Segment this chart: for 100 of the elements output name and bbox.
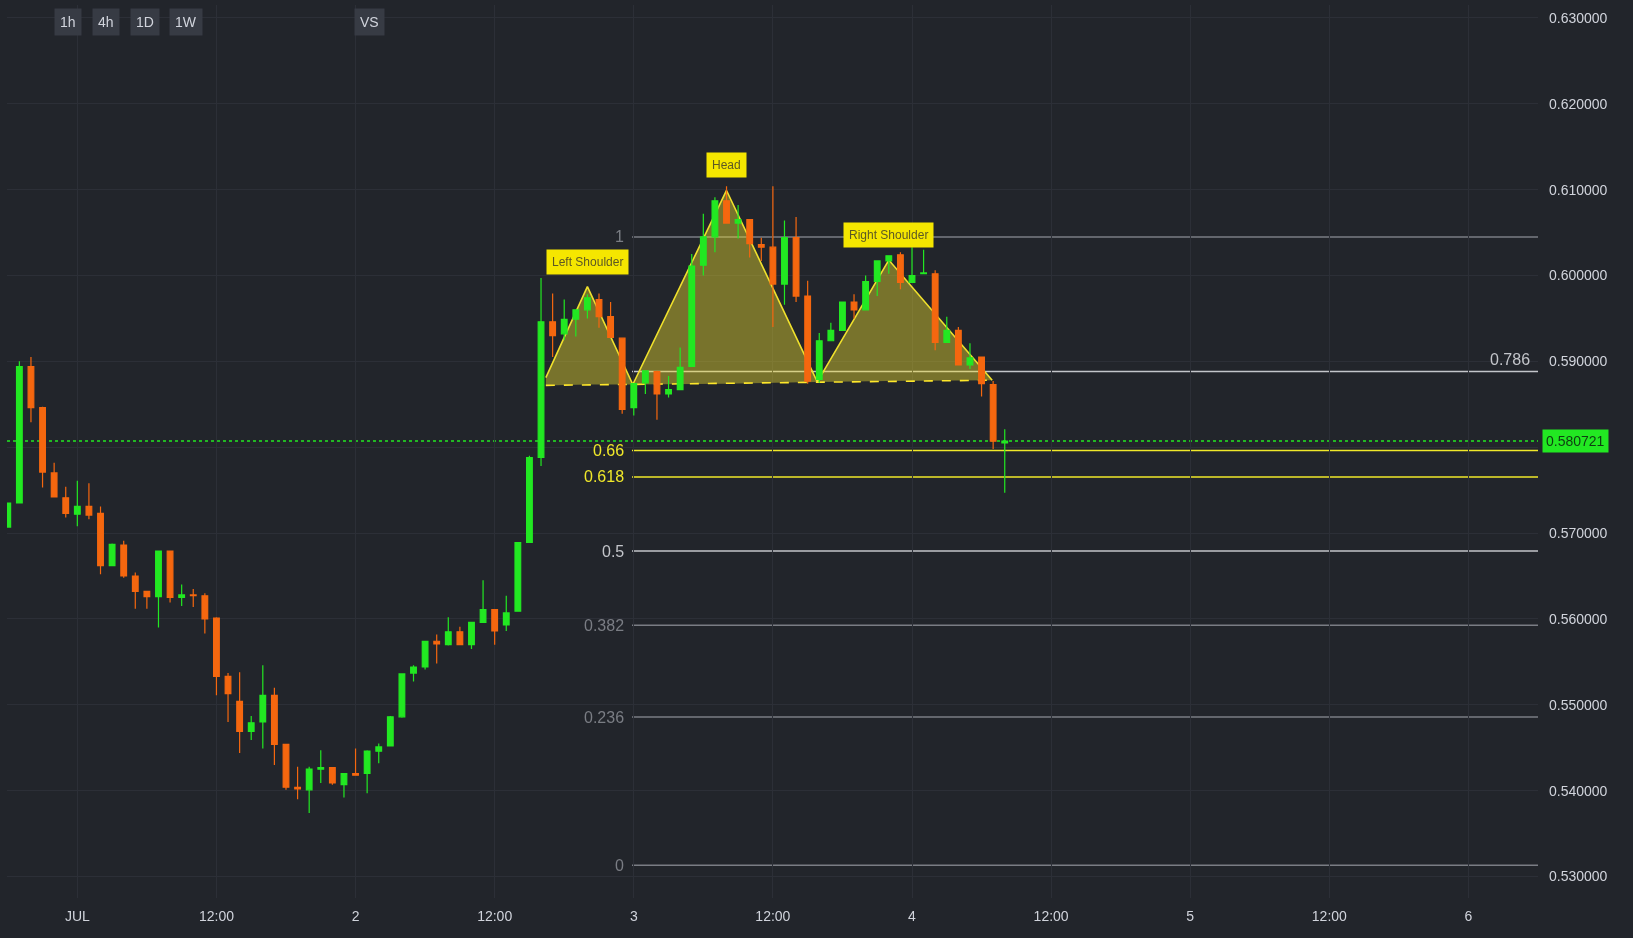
candlestick xyxy=(398,673,406,719)
annotation: Left Shoulder xyxy=(552,255,624,269)
candlestick xyxy=(363,749,371,794)
candlestick xyxy=(73,480,81,527)
candlestick xyxy=(491,608,499,646)
candlestick xyxy=(966,342,974,370)
candlestick xyxy=(328,766,336,786)
candlestick xyxy=(653,370,661,421)
candlestick xyxy=(120,540,128,579)
x-tick-label: 12:00 xyxy=(755,908,791,924)
candlestick xyxy=(676,347,684,391)
candlestick xyxy=(39,406,46,489)
candlestick xyxy=(630,383,638,417)
annotation: VS xyxy=(360,14,379,30)
x-tick-label: 12:00 xyxy=(1311,908,1348,924)
candlestick xyxy=(317,749,325,784)
candlestick xyxy=(815,332,823,384)
candlestick xyxy=(978,356,985,398)
candlestick xyxy=(560,298,568,341)
candlestick xyxy=(50,462,58,498)
annotation: 1h xyxy=(60,14,76,30)
candlestick xyxy=(352,747,359,776)
candlestick xyxy=(723,185,730,224)
x-tick-label: 12:00 xyxy=(1033,908,1069,924)
annotation: 1W xyxy=(175,14,197,30)
annotation: Right Shoulder xyxy=(849,228,929,242)
candlestick xyxy=(572,309,580,338)
y-tick-label: 0.550000 xyxy=(1549,696,1608,713)
y-tick-label: 0.590000 xyxy=(1549,353,1608,370)
ref-line-label: 0.786 xyxy=(1490,351,1531,368)
candlestick xyxy=(850,293,858,320)
candlestick xyxy=(862,274,870,311)
candlestick xyxy=(410,664,417,683)
y-tick-label: 0.530000 xyxy=(1549,868,1608,885)
candlestick xyxy=(189,588,197,608)
ref-line-label: 0.580721 xyxy=(1546,433,1605,449)
candlestick xyxy=(224,672,232,723)
candlestick xyxy=(294,766,302,800)
x-tick-label: 12:00 xyxy=(477,908,513,924)
candlestick xyxy=(444,616,452,647)
candlestick xyxy=(259,664,267,750)
candlestick xyxy=(375,742,383,764)
y-tick-label: 0.620000 xyxy=(1549,95,1608,112)
candlestick xyxy=(665,375,672,398)
candlestick xyxy=(166,550,174,604)
candlestick xyxy=(468,621,475,650)
ref-line-label: 0.236 xyxy=(584,709,625,726)
y-tick-label: 0.630000 xyxy=(1549,9,1608,26)
y-tick-label: 0.540000 xyxy=(1549,782,1608,799)
candlestick xyxy=(583,293,591,320)
candlestick xyxy=(108,542,116,567)
candlestick xyxy=(421,640,429,671)
ref-line-label: 0.618 xyxy=(584,468,625,485)
candlestick xyxy=(931,269,939,351)
candlestick xyxy=(943,316,951,344)
candlestick xyxy=(769,185,777,328)
candlestick xyxy=(920,249,928,275)
ref-line-label: 0.5 xyxy=(602,543,625,560)
candlestick xyxy=(827,322,835,342)
candlestick xyxy=(954,326,962,366)
candlestick xyxy=(595,292,603,329)
candlestick xyxy=(340,772,348,799)
candlestick xyxy=(839,301,846,332)
x-tick-label: JUL xyxy=(64,908,90,924)
candlestick xyxy=(305,766,313,814)
x-tick-label: 3 xyxy=(629,908,638,924)
candlestick xyxy=(607,301,615,338)
candlestick xyxy=(514,541,522,612)
candlestick xyxy=(62,486,70,519)
x-tick-label: 12:00 xyxy=(198,908,235,924)
candlestick xyxy=(908,246,916,283)
candlestick xyxy=(746,219,754,259)
candlestick xyxy=(201,592,209,635)
annotation: Head xyxy=(712,158,741,172)
ref-line-label: 0.66 xyxy=(593,442,625,459)
candlestick xyxy=(989,380,997,450)
candlestick xyxy=(699,213,707,277)
candlestick xyxy=(270,687,278,766)
candlestick xyxy=(97,505,104,575)
annotation: 4h xyxy=(98,14,114,30)
x-tick-label: 2 xyxy=(351,908,360,924)
candlestick xyxy=(155,550,162,629)
y-tick-label: 0.600000 xyxy=(1549,267,1608,284)
annotation: 1D xyxy=(136,14,154,30)
candlestick xyxy=(433,633,441,665)
candlestick xyxy=(526,455,533,544)
candlestick xyxy=(85,482,93,520)
y-tick-label: 0.570000 xyxy=(1549,524,1608,541)
candlestick xyxy=(27,356,35,423)
candlestick xyxy=(873,260,881,297)
candlestick xyxy=(734,204,742,240)
candlestick xyxy=(896,251,904,290)
candlestick xyxy=(885,255,893,275)
candlestick xyxy=(247,715,255,741)
candlestick xyxy=(236,671,244,754)
candlestick xyxy=(178,583,186,607)
candlestick xyxy=(502,595,510,632)
candlestick xyxy=(131,571,139,610)
x-tick-label: 6 xyxy=(1464,908,1473,924)
ref-line-label: 1 xyxy=(615,228,624,245)
